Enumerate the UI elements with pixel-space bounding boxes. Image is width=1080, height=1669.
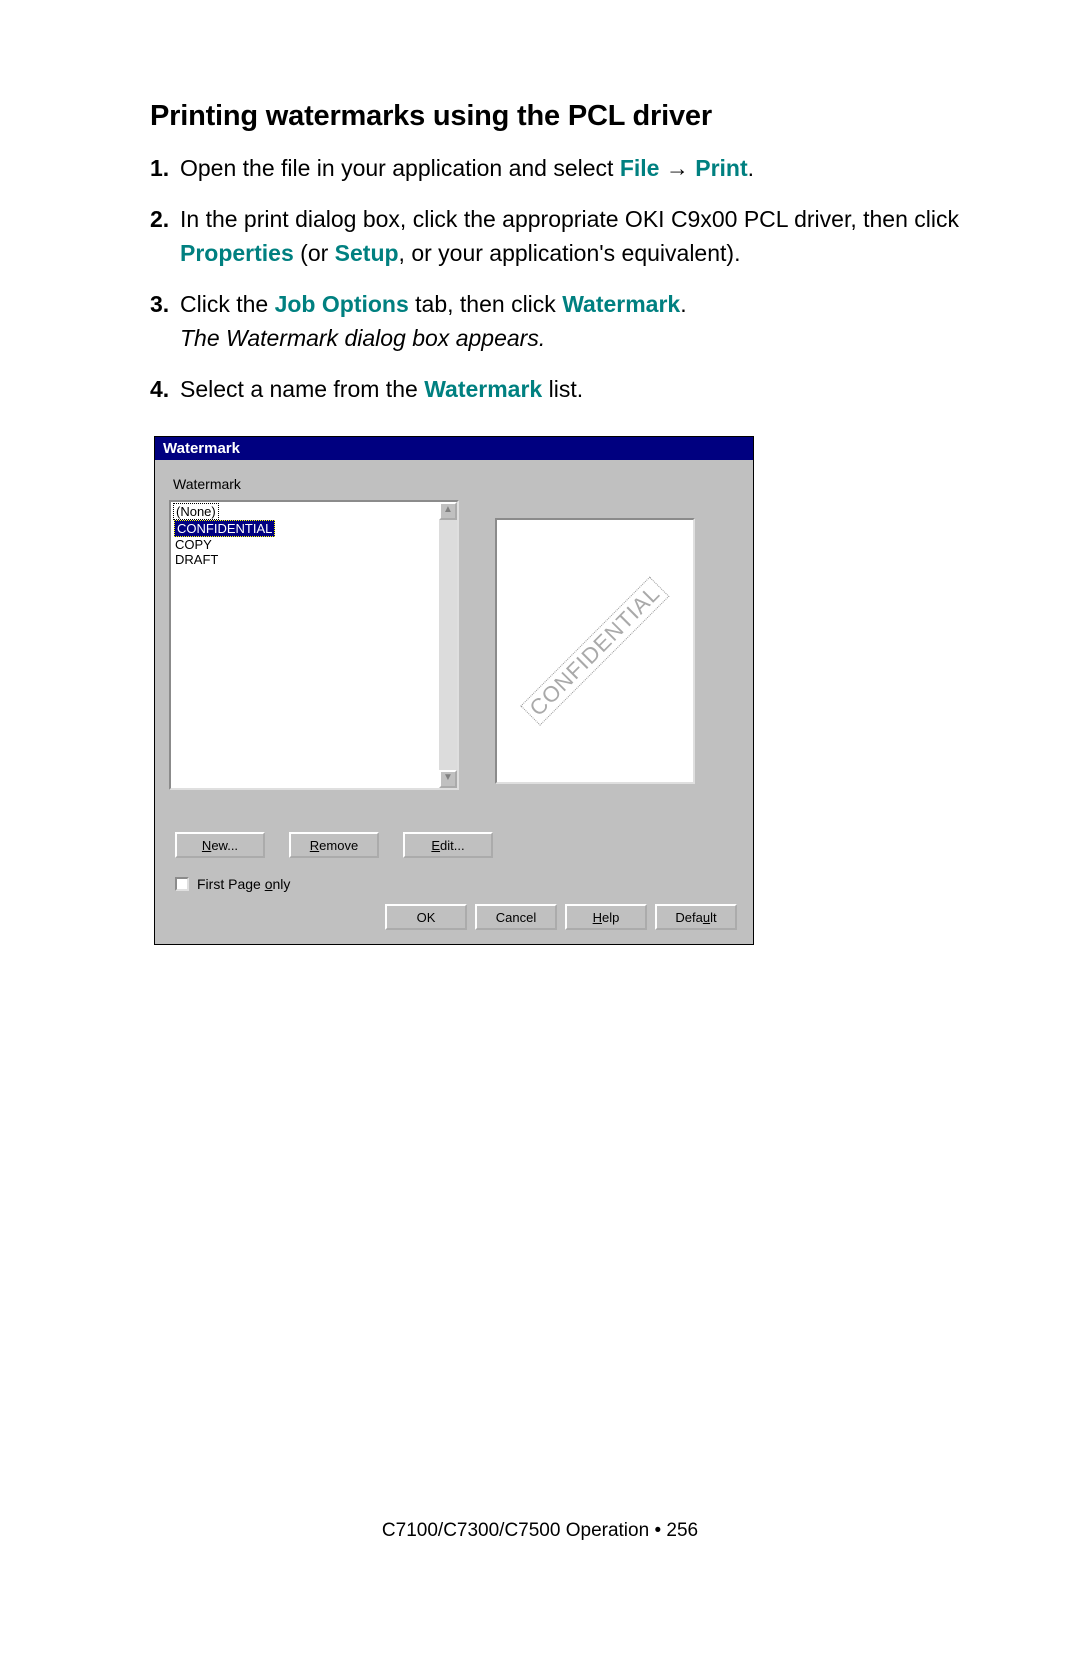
button-label: ew... (211, 838, 238, 853)
step-1: 1. Open the file in your application and… (150, 151, 960, 186)
mnemonic: R (310, 838, 319, 853)
step-number: 3. (150, 287, 180, 356)
new-button[interactable]: New... (175, 832, 265, 858)
ui-ref-print: Print (695, 155, 747, 181)
first-page-only-row: First Page only (169, 876, 739, 892)
list-item-draft[interactable]: DRAFT (171, 552, 457, 567)
checkbox-label: First Page only (197, 876, 290, 892)
cancel-button[interactable]: Cancel (475, 904, 557, 930)
mnemonic: o (265, 876, 273, 892)
list-item-copy[interactable]: COPY (171, 537, 457, 552)
button-label: dit... (440, 838, 465, 853)
ui-ref-properties: Properties (180, 240, 294, 266)
scroll-down-icon[interactable]: ▼ (439, 770, 457, 788)
instruction-list: 1. Open the file in your application and… (150, 151, 960, 406)
step-body: Click the Job Options tab, then click Wa… (180, 287, 960, 356)
step-text: Select a name from the (180, 376, 424, 402)
button-label: Defa (675, 910, 702, 925)
arrow-icon: → (659, 155, 695, 181)
watermark-preview: CONFIDENTIAL (495, 518, 695, 784)
mnemonic: N (202, 838, 211, 853)
button-label: emove (319, 838, 358, 853)
default-button[interactable]: Default (655, 904, 737, 930)
step-number: 4. (150, 372, 180, 407)
dialog-body: Watermark (None) CONFIDENTIAL COPY DRAFT… (155, 460, 753, 944)
section-heading: Printing watermarks using the PCL driver (150, 100, 960, 133)
step-4: 4. Select a name from the Watermark list… (150, 372, 960, 407)
dialog-top-row: (None) CONFIDENTIAL COPY DRAFT ▲ ▼ CONFI… (169, 500, 739, 790)
edit-button[interactable]: Edit... (403, 832, 493, 858)
first-page-only-checkbox[interactable] (175, 877, 189, 891)
ui-ref-file: File (620, 155, 660, 181)
ui-ref-job-options: Job Options (275, 291, 409, 317)
ok-button[interactable]: OK (385, 904, 467, 930)
remove-button[interactable]: Remove (289, 832, 379, 858)
scroll-up-icon[interactable]: ▲ (439, 502, 457, 520)
step-2: 2. In the print dialog box, click the ap… (150, 202, 960, 271)
page-footer: C7100/C7300/C7500 Operation • 256 (0, 1520, 1080, 1542)
label-text: First Page (197, 876, 265, 892)
step-text: Open the file in your application and se… (180, 155, 620, 181)
step-text: . (748, 155, 754, 181)
step-number: 1. (150, 151, 180, 186)
mnemonic: E (431, 838, 440, 853)
step-text: In the print dialog box, click the appro… (180, 206, 959, 232)
watermark-listbox[interactable]: (None) CONFIDENTIAL COPY DRAFT ▲ ▼ (169, 500, 459, 790)
scrollbar[interactable]: ▲ ▼ (439, 502, 457, 788)
step-body: Open the file in your application and se… (180, 151, 960, 186)
step-3: 3. Click the Job Options tab, then click… (150, 287, 960, 356)
document-page: Printing watermarks using the PCL driver… (0, 0, 1080, 1669)
ui-ref-watermark-list: Watermark (424, 376, 542, 402)
label-text: nly (273, 876, 291, 892)
step-text: , or your application's equivalent). (399, 240, 741, 266)
watermark-action-row: New... Remove Edit... (169, 832, 739, 858)
step-text: (or (294, 240, 335, 266)
watermark-preview-text: CONFIDENTIAL (520, 576, 669, 725)
step-body: In the print dialog box, click the appro… (180, 202, 960, 271)
step-text: tab, then click (409, 291, 562, 317)
step-number: 2. (150, 202, 180, 271)
list-item-none[interactable]: (None) (173, 503, 219, 520)
step-text: Click the (180, 291, 275, 317)
step-result: The Watermark dialog box appears. (180, 325, 545, 351)
group-label: Watermark (173, 476, 739, 492)
step-body: Select a name from the Watermark list. (180, 372, 960, 407)
list-item-confidential[interactable]: CONFIDENTIAL (174, 520, 275, 537)
help-button[interactable]: Help (565, 904, 647, 930)
ui-ref-setup: Setup (335, 240, 399, 266)
button-label: lt (710, 910, 717, 925)
step-text: . (680, 291, 686, 317)
step-text: list. (542, 376, 583, 402)
ui-ref-watermark: Watermark (562, 291, 680, 317)
button-label: elp (602, 910, 619, 925)
mnemonic: H (593, 910, 602, 925)
watermark-dialog: Watermark Watermark (None) CONFIDENTIAL … (154, 436, 754, 945)
dialog-titlebar: Watermark (155, 437, 753, 460)
mnemonic: u (703, 910, 710, 925)
dialog-bottom-row: OK Cancel Help Default (169, 904, 739, 930)
preview-pane: CONFIDENTIAL (495, 500, 721, 784)
